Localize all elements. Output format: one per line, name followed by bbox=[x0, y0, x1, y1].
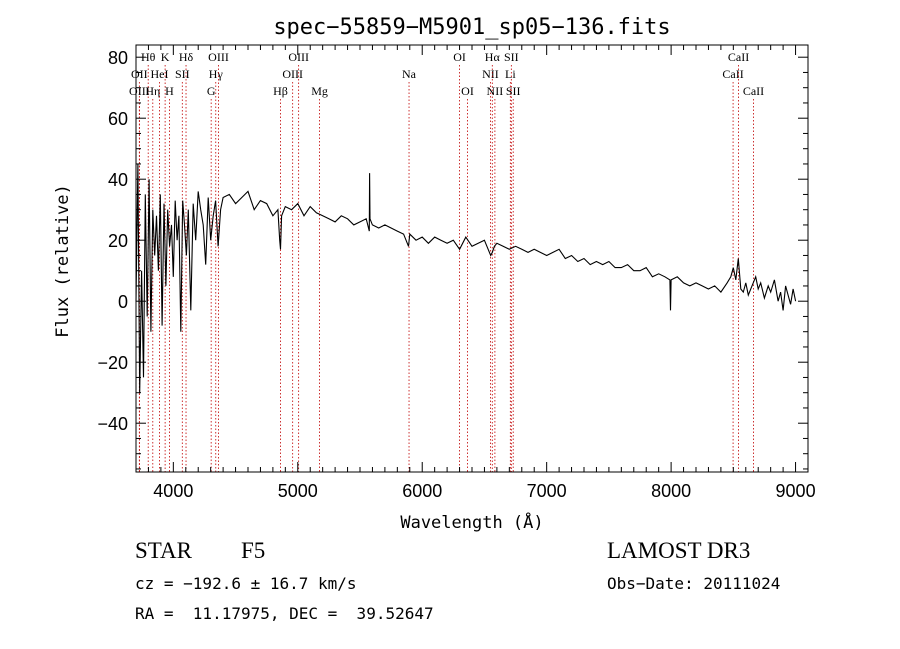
line-label-23: SII bbox=[504, 50, 519, 64]
spectral-line-annotations: HθOIIOIIIHηHeIKHSIIHδGHγOIIIHβOIIIOIIIMg… bbox=[129, 50, 764, 472]
y-tick-label-5: 60 bbox=[108, 109, 128, 129]
y-axis-ticks: −40 −20 0 20 40 60 80 bbox=[97, 48, 808, 470]
coordinates: RA = 11.17975, DEC = 39.52647 bbox=[135, 604, 434, 623]
line-label-0: Hθ bbox=[141, 50, 156, 64]
line-label-10: Hγ bbox=[209, 67, 224, 81]
line-label-20: Hα bbox=[485, 50, 501, 64]
line-label-27: CaII bbox=[743, 84, 764, 98]
line-label-5: K bbox=[161, 50, 170, 64]
x-tick-label-1: 5000 bbox=[278, 481, 318, 501]
line-label-18: OI bbox=[461, 84, 474, 98]
line-label-13: OIII bbox=[282, 67, 303, 81]
subclass-label: F5 bbox=[241, 538, 266, 563]
flux-series-line bbox=[135, 163, 797, 393]
x-tick-label-5: 9000 bbox=[776, 481, 816, 501]
y-axis-label: Flux (relative) bbox=[53, 184, 73, 338]
x-tick-label-0: 4000 bbox=[153, 481, 193, 501]
y-tick-label-4: 40 bbox=[108, 170, 128, 190]
line-label-17: OI bbox=[453, 50, 466, 64]
line-label-22: Li bbox=[505, 67, 516, 81]
line-label-21: NII bbox=[487, 84, 504, 98]
y-tick-label-2: 0 bbox=[118, 292, 128, 312]
line-label-4: HeI bbox=[151, 67, 169, 81]
line-label-6: H bbox=[165, 84, 174, 98]
x-tick-label-2: 6000 bbox=[402, 481, 442, 501]
line-label-26: CaII bbox=[728, 50, 749, 64]
x-axis-label: Wavelength (Å) bbox=[400, 511, 543, 533]
line-label-2: OIII bbox=[129, 84, 150, 98]
x-tick-label-3: 7000 bbox=[527, 481, 567, 501]
line-label-14: OIII bbox=[288, 50, 309, 64]
line-label-8: Hδ bbox=[179, 50, 194, 64]
line-label-7: SII bbox=[175, 67, 190, 81]
y-tick-label-3: 20 bbox=[108, 231, 128, 251]
redshift-text: cz = −192.6 ± 16.7 km/s bbox=[135, 574, 357, 593]
y-tick-label-1: −20 bbox=[97, 353, 128, 373]
survey-label: LAMOST DR3 bbox=[607, 538, 751, 563]
y-tick-label-0: −40 bbox=[97, 414, 128, 434]
line-label-19: NII bbox=[482, 67, 499, 81]
line-label-11: OIII bbox=[208, 50, 229, 64]
plot-frame bbox=[135, 44, 809, 473]
line-label-3: Hη bbox=[145, 84, 160, 98]
line-label-16: Na bbox=[402, 67, 417, 81]
x-axis-ticks: 4000 5000 6000 7000 8000 9000 bbox=[135, 45, 816, 501]
line-label-24: SII bbox=[506, 84, 521, 98]
obs-date: Obs−Date: 20111024 bbox=[607, 574, 781, 593]
line-label-25: CaII bbox=[722, 67, 743, 81]
class-label: STAR bbox=[135, 538, 192, 563]
line-label-9: G bbox=[207, 84, 216, 98]
line-label-15: Mg bbox=[311, 84, 328, 98]
chart-title: spec−55859−M5901_sp05−136.fits bbox=[273, 15, 670, 40]
y-tick-label-6: 80 bbox=[108, 48, 128, 68]
line-label-1: OII bbox=[131, 67, 148, 81]
spectrum-chart: spec−55859−M5901_sp05−136.fits Hθ OII OIII… bbox=[53, 15, 816, 533]
line-label-12: Hβ bbox=[273, 84, 288, 98]
x-tick-label-4: 8000 bbox=[651, 481, 691, 501]
